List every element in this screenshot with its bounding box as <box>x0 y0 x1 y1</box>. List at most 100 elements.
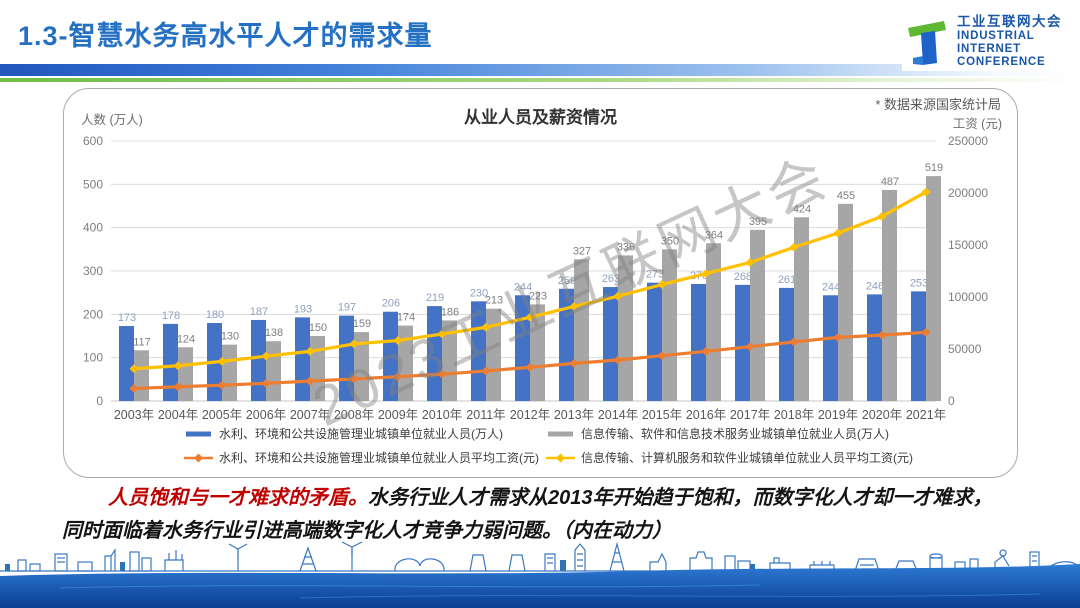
line-marker-it-wage <box>481 322 491 332</box>
line-marker-it-wage <box>129 364 139 374</box>
legend-label: 信息传输、软件和信息技术服务业城镇单位就业人员(万人) <box>581 427 889 441</box>
bar-water-employment <box>691 284 706 401</box>
left-axis-tick: 600 <box>83 134 103 148</box>
commentary-block: 人员饱和与一才难求的矛盾。水务行业人才需求从2013年开始趋于饱和，而数字化人才… <box>62 482 1027 548</box>
bar-it-employment <box>794 217 809 401</box>
x-axis-label: 2006年 <box>246 408 286 422</box>
bar-label-water-employment: 230 <box>470 287 488 299</box>
bar-it-employment <box>926 176 941 401</box>
line-marker-it-wage <box>217 356 227 366</box>
bar-water-employment <box>295 317 310 401</box>
bar-label-it-employment: 186 <box>441 306 459 318</box>
bar-water-employment <box>119 326 134 401</box>
skyline-buildings <box>0 541 1080 572</box>
bar-water-employment <box>735 284 750 401</box>
commentary-line1-rest: 水务行业人才需求从2013年开始趋于饱和，而数字化人才却一才难求， <box>368 487 993 509</box>
bar-label-it-employment: 327 <box>573 245 591 257</box>
x-axis-label: 2019年 <box>818 408 858 422</box>
legend-marker-bar-icon <box>548 431 573 436</box>
x-axis-label: 2010年 <box>422 408 462 422</box>
line-marker-it-wage <box>305 346 315 356</box>
robot-arm-icon <box>994 549 1010 571</box>
bar-label-it-employment: 138 <box>265 327 283 339</box>
line-marker-water-wage <box>657 351 667 361</box>
line-marker-water-wage <box>833 332 843 342</box>
bar-it-employment <box>178 347 193 401</box>
left-axis-tick: 200 <box>83 307 103 321</box>
x-axis-label: 2011年 <box>466 408 505 422</box>
logo-name-cn: 工业互联网大会 <box>957 14 1062 29</box>
data-source-note: * 数据来源国家统计局 <box>875 97 1001 112</box>
bar-it-employment <box>486 308 501 401</box>
bar-label-water-employment: 263 <box>602 273 620 285</box>
line-marker-water-wage <box>877 330 887 340</box>
header-divider-blue <box>0 64 1080 76</box>
bar-it-employment <box>442 320 457 401</box>
legend-marker-line-icon <box>184 453 213 462</box>
line-marker-it-wage <box>349 339 359 349</box>
x-axis-label: 2014年 <box>598 408 638 422</box>
bar-label-it-employment: 124 <box>177 333 195 345</box>
skyline-accents <box>5 560 755 571</box>
line-marker-water-wage <box>129 384 139 394</box>
line-marker-water-wage <box>745 342 755 352</box>
commentary-highlight: 人员饱和与一才难求的矛盾。 <box>108 487 368 509</box>
line-marker-it-wage <box>393 335 403 345</box>
x-axis-label: 2003年 <box>114 408 154 422</box>
bar-label-water-employment: 219 <box>426 292 444 304</box>
left-axis-tick: 400 <box>83 221 103 235</box>
x-axis-label: 2009年 <box>378 408 418 422</box>
bar-label-it-employment: 117 <box>133 336 151 348</box>
bar-label-water-employment: 246 <box>866 280 884 292</box>
bar-label-water-employment: 187 <box>250 306 268 318</box>
line-marker-it-wage <box>877 211 887 221</box>
line-marker-it-wage <box>789 242 799 252</box>
bar-label-it-employment: 364 <box>705 229 723 241</box>
bar-label-it-employment: 487 <box>881 176 899 188</box>
bar-label-it-employment: 150 <box>309 322 327 334</box>
line-marker-it-wage <box>701 269 711 279</box>
x-axis-label: 2020年 <box>862 408 902 422</box>
solar-panel-icon <box>854 558 880 572</box>
chart-title: 从业人员及薪资情况 <box>464 108 617 127</box>
factory-icon <box>769 557 791 571</box>
solar-panel-icon <box>894 560 918 572</box>
logo-en-line2: INTERNET <box>957 42 1021 55</box>
bar-label-water-employment: 197 <box>338 302 356 314</box>
line-marker-water-wage <box>525 362 535 372</box>
bar-water-employment <box>823 295 838 401</box>
right-axis-caption: 工资 (元) <box>952 117 1002 131</box>
bar-it-employment <box>354 332 369 401</box>
bar-label-water-employment: 173 <box>118 312 136 324</box>
x-axis-label: 2021年 <box>906 408 946 422</box>
bar-water-employment <box>471 301 486 401</box>
line-marker-it-wage <box>525 312 535 322</box>
line-marker-it-wage <box>745 257 755 267</box>
bar-label-water-employment: 273 <box>646 269 664 281</box>
logo-en-line3: CONFERENCE <box>957 55 1046 68</box>
commentary-line-1: 人员饱和与一才难求的矛盾。水务行业人才需求从2013年开始趋于饱和，而数字化人才… <box>62 482 1027 515</box>
left-axis-caption: 人数 (万人) <box>81 113 143 127</box>
bar-label-water-employment: 244 <box>514 281 532 293</box>
bar-it-employment <box>706 243 721 401</box>
legend-marker-bar-icon <box>186 431 211 436</box>
line-marker-it-wage <box>613 291 623 301</box>
legend-item-water-employment: 水利、环境和公共设施管理业城镇单位就业人员(万人) <box>184 425 544 442</box>
bar-water-employment <box>251 319 266 401</box>
page-title: 1.3-智慧水务高水平人才的需求量 <box>18 21 433 51</box>
line-marker-water-wage <box>437 369 447 379</box>
bar-it-employment <box>134 350 149 401</box>
line-marker-it-wage <box>173 361 183 371</box>
line-marker-water-wage <box>393 372 403 382</box>
line-marker-water-wage <box>569 358 579 368</box>
bar-water-employment <box>339 315 354 401</box>
legend-item-it-employment: 信息传输、软件和信息技术服务业城镇单位就业人员(万人) <box>546 425 913 442</box>
header-divider-green <box>0 78 1080 82</box>
x-axis-label: 2018年 <box>774 408 814 422</box>
right-axis-tick: 100000 <box>948 290 988 304</box>
line-marker-water-wage <box>921 327 931 337</box>
bar-it-employment <box>882 189 897 401</box>
bar-label-water-employment: 268 <box>734 271 752 283</box>
bar-label-water-employment: 259 <box>558 275 576 287</box>
wind-turbine-icon <box>341 541 363 571</box>
